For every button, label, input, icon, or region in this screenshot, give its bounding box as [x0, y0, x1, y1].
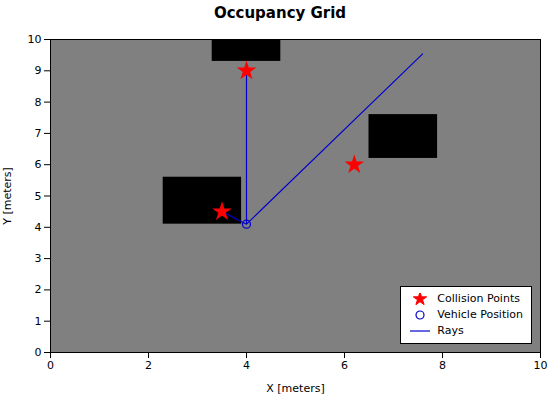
svg-text:3: 3	[35, 252, 42, 265]
svg-text:10: 10	[28, 33, 42, 46]
svg-text:7: 7	[35, 127, 42, 140]
svg-text:4: 4	[243, 359, 250, 372]
svg-text:1: 1	[35, 315, 42, 328]
html-text:Vehicle Position: Vehicle Position	[437, 308, 523, 321]
svg-text:8: 8	[35, 96, 42, 109]
html-text:Occupancy Grid: Occupancy Grid	[213, 4, 347, 22]
svg-text:0: 0	[35, 346, 42, 359]
svg-text:Y [meters]: Y [meters]	[1, 167, 14, 226]
html-text:Rays: Rays	[437, 324, 464, 337]
svg-text:6: 6	[35, 158, 42, 171]
svg-text:2: 2	[145, 359, 152, 372]
svg-text:6: 6	[341, 359, 348, 372]
svg-text:8: 8	[439, 359, 446, 372]
svg-text:4: 4	[35, 221, 42, 234]
svg-text:10: 10	[534, 359, 548, 372]
svg-text:2: 2	[35, 283, 42, 296]
svg-text:X [meters]: X [meters]	[266, 382, 324, 395]
html-text:Collision Points: Collision Points	[437, 292, 520, 305]
svg-text:0: 0	[47, 359, 54, 372]
svg-text:9: 9	[35, 64, 42, 77]
svg-text:5: 5	[35, 190, 42, 203]
